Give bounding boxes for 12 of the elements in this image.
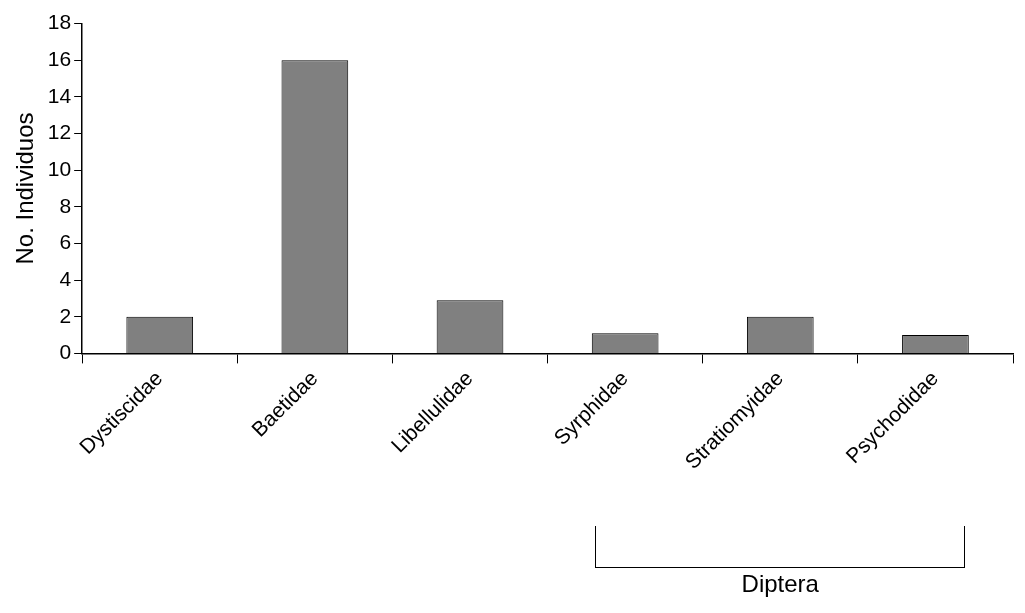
- y-axis-title: No. Individuos: [11, 112, 39, 265]
- y-tick-label: 4: [59, 266, 72, 290]
- y-tick-label: 8: [59, 193, 72, 217]
- y-tick-label: 14: [47, 83, 72, 107]
- y-tick-label: 18: [47, 10, 72, 34]
- y-tick-label: 0: [59, 340, 72, 364]
- y-tick-label: 12: [47, 120, 72, 144]
- text: Diptera: [740, 570, 820, 598]
- y-tick-label: 16: [47, 47, 72, 71]
- y-tick-label: 6: [59, 230, 72, 254]
- y-tick-label: 2: [59, 303, 72, 327]
- y-tick-label: 10: [47, 156, 72, 180]
